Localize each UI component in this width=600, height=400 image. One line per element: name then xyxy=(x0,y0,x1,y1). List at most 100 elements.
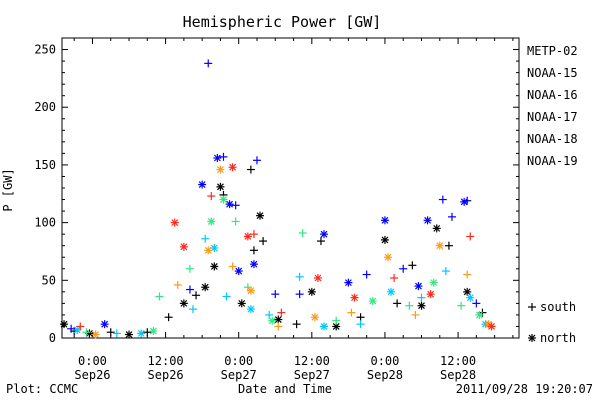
north-data-point xyxy=(213,154,222,162)
x-tick-label-date: Sep26 xyxy=(148,368,184,382)
north-data-point xyxy=(380,216,389,225)
south-data-point xyxy=(201,234,210,243)
north-data-point xyxy=(201,283,210,292)
north-data-point xyxy=(125,330,134,339)
south-data-point xyxy=(164,313,173,322)
south-data-point xyxy=(143,328,152,337)
x-tick-label-date: Sep28 xyxy=(367,368,403,382)
north-data-point xyxy=(216,165,225,174)
y-tick-label: 200 xyxy=(34,100,56,114)
legend-series-noaa-16: NOAA-16 xyxy=(527,88,578,102)
north-data-point xyxy=(256,211,265,220)
legend-series-noaa-18: NOAA-18 xyxy=(527,132,578,146)
x-tick-label-time: 0:00 xyxy=(370,354,399,368)
south-data-point xyxy=(463,196,472,205)
south-data-point xyxy=(219,152,228,161)
south-data-point xyxy=(356,320,365,329)
legend-series-metp-02: METP-02 xyxy=(527,44,578,58)
north-data-point xyxy=(149,327,158,336)
south-data-point xyxy=(265,310,274,319)
north-data-point xyxy=(210,244,219,252)
south-data-point xyxy=(204,59,213,68)
legend-marker-north: north xyxy=(540,331,576,345)
south-data-point xyxy=(274,322,283,331)
north-data-point xyxy=(243,232,252,241)
south-data-point xyxy=(189,305,198,314)
south-data-point xyxy=(298,229,307,237)
north-data-point xyxy=(100,320,109,329)
north-data-point xyxy=(60,320,69,329)
south-data-point xyxy=(444,241,453,250)
north-data-point xyxy=(320,230,329,239)
north-data-point xyxy=(307,287,316,296)
south-marker-icon xyxy=(528,303,536,311)
plot-area xyxy=(61,37,520,339)
plot-frame xyxy=(61,37,520,339)
south-data-point xyxy=(185,285,194,294)
north-data-point xyxy=(228,163,237,172)
footer-credit: Plot: CCMC xyxy=(6,382,78,396)
south-data-point xyxy=(441,267,450,276)
south-data-point xyxy=(393,299,402,308)
south-data-point xyxy=(463,270,472,279)
south-data-point xyxy=(332,316,341,325)
north-data-point xyxy=(274,315,283,324)
north-data-point xyxy=(237,299,246,308)
south-data-point xyxy=(472,299,481,308)
series-legend: METP-02 NOAA-15 NOAA-16 NOAA-17 NOAA-18 NOAA-… xyxy=(527,44,578,168)
south-data-point xyxy=(417,293,426,302)
south-data-point xyxy=(246,165,255,174)
south-data-point xyxy=(466,232,475,241)
south-data-point xyxy=(249,230,258,239)
north-data-point xyxy=(219,195,228,204)
south-data-point xyxy=(457,301,466,310)
x-axis-label: Date and Time xyxy=(238,382,332,396)
y-axis-label: P [GW] xyxy=(1,168,15,211)
footer-timestamp: 2011/09/28 19:20:07 xyxy=(456,382,593,396)
marker-legend: south north xyxy=(528,300,576,345)
south-data-point xyxy=(356,313,365,322)
south-data-point xyxy=(295,272,304,281)
legend-series-noaa-19: NOAA-19 xyxy=(527,154,578,168)
north-data-point xyxy=(179,242,188,251)
north-data-point xyxy=(487,322,496,331)
y-axis: 0 50 100 150 200 250 xyxy=(34,43,519,345)
south-data-point xyxy=(277,308,286,317)
north-data-point xyxy=(350,293,359,302)
south-data-point xyxy=(271,290,280,299)
north-data-point xyxy=(432,224,441,233)
north-data-point xyxy=(368,297,377,306)
x-tick-label-date: Sep28 xyxy=(440,368,476,382)
north-data-point xyxy=(137,329,146,338)
y-tick-label: 0 xyxy=(49,331,56,345)
x-tick-label-date: Sep27 xyxy=(294,368,330,382)
south-data-point xyxy=(106,328,115,337)
x-tick-label-date: Sep26 xyxy=(74,368,110,382)
north-data-point xyxy=(313,274,322,282)
north-data-point xyxy=(463,287,472,296)
south-data-point xyxy=(228,262,237,271)
north-data-point xyxy=(426,290,435,299)
north-data-point xyxy=(216,182,225,191)
south-data-point xyxy=(231,201,240,210)
south-data-point xyxy=(249,246,258,255)
south-data-point xyxy=(259,237,268,246)
north-data-point xyxy=(179,299,188,308)
south-data-point xyxy=(399,264,408,273)
north-data-point xyxy=(249,260,258,269)
south-data-point xyxy=(67,324,76,333)
north-data-point xyxy=(417,301,426,310)
x-tick-label-date: Sep27 xyxy=(221,368,257,382)
north-data-point xyxy=(204,246,213,255)
north-data-point xyxy=(170,218,179,227)
north-data-point xyxy=(310,313,319,322)
north-data-point xyxy=(414,282,423,291)
south-data-point xyxy=(316,237,325,246)
north-data-point xyxy=(475,310,484,319)
south-data-point xyxy=(292,320,301,329)
x-tick-label-time: 0:00 xyxy=(224,354,253,368)
x-tick-label-time: 0:00 xyxy=(78,354,107,368)
north-data-point xyxy=(91,330,100,339)
south-data-point xyxy=(112,329,121,338)
north-data-point xyxy=(198,180,207,189)
